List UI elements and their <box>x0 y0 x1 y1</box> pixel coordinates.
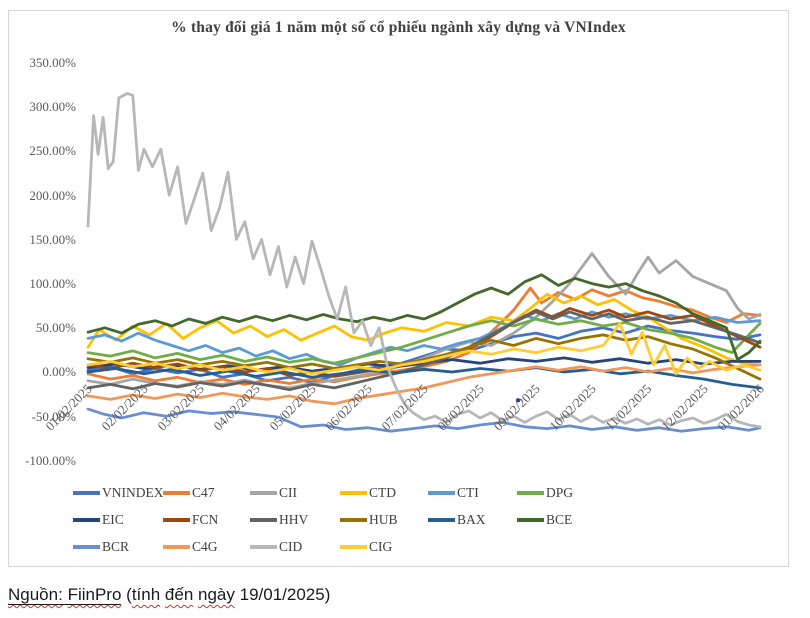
chart-title: % thay đổi giá 1 năm một số cổ phiếu ngà… <box>171 19 626 36</box>
caption-text-segment: ( <box>121 585 132 604</box>
legend-item-ctd: CTD <box>340 485 396 501</box>
series-line-bce <box>86 273 762 362</box>
legend-swatch-hhv <box>250 518 277 522</box>
caption-text-segment: Nguồn: <box>8 585 63 605</box>
y-tick-label: 150.00% <box>29 231 76 247</box>
series-line-bcr <box>86 407 762 433</box>
y-tick-label: 300.00% <box>29 99 76 115</box>
legend-label: BCE <box>546 512 573 527</box>
legend-item-c4g: C4G <box>163 539 218 555</box>
legend-swatch-dpg <box>517 491 544 495</box>
legend-item-fcn: FCN <box>163 512 218 528</box>
caption-text-segment: 19/01/2025) <box>234 585 331 604</box>
legend-swatch-cid <box>250 545 277 549</box>
legend-label: BCR <box>102 539 130 554</box>
legend-label: FCN <box>192 512 219 527</box>
y-tick-label: 200.00% <box>29 187 76 203</box>
legend-item-dpg: DPG <box>517 485 573 501</box>
legend-item-cii: CII <box>250 485 297 501</box>
caption-text-segment <box>62 585 68 605</box>
legend-item-vnindex: VNINDEX <box>73 485 164 501</box>
y-tick-label: 350.00% <box>29 55 76 70</box>
legend-item-bax: BAX <box>428 512 486 528</box>
legend-label: DPG <box>546 485 574 500</box>
series-line-dpg <box>86 317 762 365</box>
chart-object-frame[interactable] <box>8 10 789 567</box>
legend-swatch-cii <box>250 491 277 495</box>
y-tick-label: -50.00% <box>31 408 76 424</box>
legend-item-bcr: BCR <box>73 539 129 555</box>
legend-label: BAX <box>457 512 486 527</box>
legend-swatch-bcr <box>73 545 100 549</box>
caption-text-segment: ngày <box>198 585 235 604</box>
legend-swatch-bax <box>428 518 455 522</box>
legend-swatch-hub <box>340 518 367 522</box>
legend-item-bce: BCE <box>517 512 572 528</box>
legend-swatch-vnindex <box>73 491 100 495</box>
legend-label: C4G <box>192 539 218 554</box>
y-tick-label: 50.00% <box>35 320 76 336</box>
y-tick-label: 0.00% <box>42 364 76 380</box>
y-tick-label: 250.00% <box>29 143 76 159</box>
y-tick-label: 100.00% <box>29 276 76 291</box>
legend-label: VNINDEX <box>102 485 164 500</box>
legend-label: EIC <box>102 512 124 527</box>
legend-swatch-cti <box>428 491 455 495</box>
legend-item-eic: EIC <box>73 512 124 528</box>
legend-label: CTI <box>457 485 479 500</box>
series-line-ctd <box>86 292 762 367</box>
legend-label: CTD <box>369 485 396 500</box>
legend-item-c47: C47 <box>163 485 215 501</box>
series-line-c47 <box>86 286 762 386</box>
legend-item-cid: CID <box>250 539 302 555</box>
legend-swatch-eic <box>73 518 100 522</box>
stray-data-marker <box>515 398 521 403</box>
series-line-c4g <box>86 363 762 406</box>
series-line-cig <box>86 321 762 376</box>
caption-text-segment: tính <box>131 585 161 604</box>
legend-item-cig: CIG <box>340 539 392 555</box>
legend-label: C47 <box>192 485 215 500</box>
legend-item-hub: HUB <box>340 512 398 528</box>
legend-item-hhv: HHV <box>250 512 308 528</box>
legend-swatch-bce <box>517 518 544 522</box>
caption-text-segment: FiinPro <box>67 585 122 605</box>
y-tick-label: -100.00% <box>25 452 76 468</box>
legend-label: CIG <box>369 539 393 554</box>
legend-swatch-fcn <box>163 518 190 522</box>
legend-swatch-c4g <box>163 545 190 549</box>
legend-item-cti: CTI <box>428 485 479 501</box>
legend-swatch-c47 <box>163 491 190 495</box>
source-caption: Nguồn: FiinPro (tính đến ngày 19/01/2025… <box>8 585 330 605</box>
series-line-cid <box>86 92 762 429</box>
legend-label: CII <box>279 485 297 500</box>
legend-swatch-cig <box>340 545 367 549</box>
legend-label: HUB <box>369 512 398 527</box>
legend-swatch-ctd <box>340 491 367 495</box>
legend-label: CID <box>279 539 303 554</box>
series-line-hhv <box>86 310 762 392</box>
caption-text-segment: đến <box>164 585 194 604</box>
legend-label: HHV <box>279 512 309 527</box>
